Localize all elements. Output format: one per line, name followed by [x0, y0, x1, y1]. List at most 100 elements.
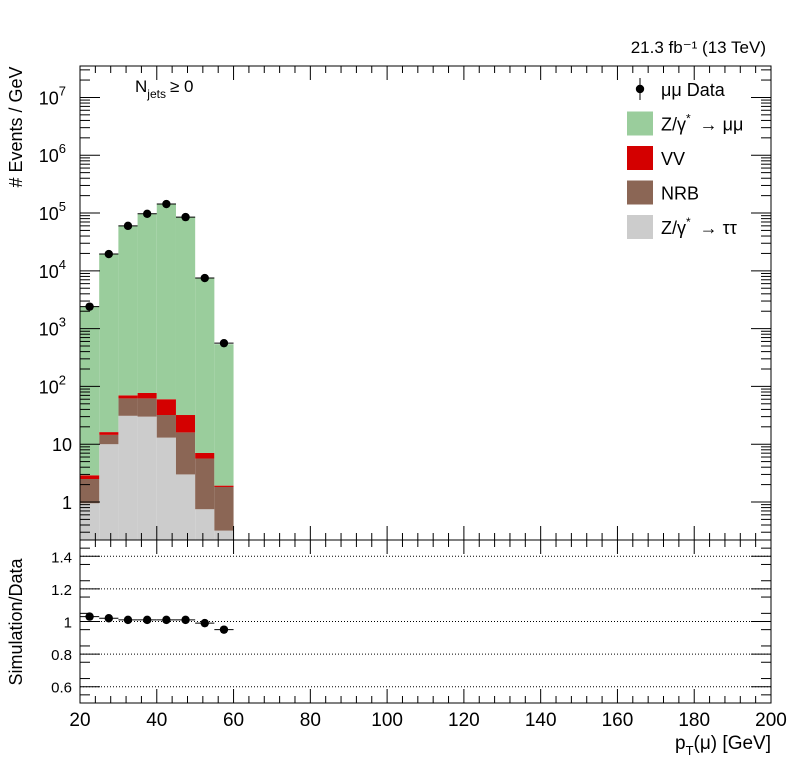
x-tick-label-4: 100 — [371, 710, 403, 731]
legend-data-marker — [635, 84, 645, 94]
legend-label-main-1: VV — [661, 149, 685, 169]
legend-label-main-2: NRB — [661, 184, 699, 204]
legend-label-main-0: Z/γ — [661, 115, 686, 135]
legend-label-3: Z/γ* → ττ — [661, 215, 737, 238]
y-tick-label-2: 102 — [39, 372, 66, 397]
x-tick-label-5: 120 — [448, 710, 480, 731]
x-tick-label-0: 20 — [69, 710, 90, 731]
ratio-y-tick-label-1: 0.8 — [51, 647, 72, 664]
stack-bar-0-bin-7 — [214, 530, 234, 540]
x-tick-label-9: 200 — [755, 710, 787, 731]
x-tick-label-6: 140 — [525, 710, 557, 731]
y-tick-label-base-5: 10 — [39, 204, 59, 224]
y-axis-title: # Events / GeV — [6, 66, 26, 187]
x-tick-label-7: 160 — [602, 710, 634, 731]
x-tick-label-2: 60 — [223, 710, 244, 731]
stack-bar-3-bin-3 — [137, 214, 157, 393]
legend-label-rest-0: → μμ — [695, 115, 744, 135]
legend-label-rest-3: → ττ — [695, 218, 737, 238]
y-tick-label-base-3: 10 — [39, 320, 59, 340]
stack-bar-2-bin-2 — [118, 395, 138, 399]
x-axis-title-rest: (μ) [GeV] — [694, 733, 771, 754]
ratio-point-3 — [142, 615, 152, 625]
y-tick-label-5: 105 — [39, 199, 66, 224]
legend-swatch-0 — [627, 111, 653, 136]
y-tick-label-base-0: 1 — [62, 493, 72, 513]
y-tick-label-exp-3: 3 — [59, 315, 66, 330]
njets-annotation-main: N — [135, 77, 147, 96]
stack-bar-1-bin-6 — [195, 458, 215, 510]
stack-bar-0-bin-3 — [137, 416, 157, 540]
y-tick-label-base-4: 10 — [39, 262, 59, 282]
stack-bar-2-bin-1 — [99, 432, 119, 435]
stack-bar-1-bin-4 — [156, 415, 176, 438]
y-tick-label-exp-2: 2 — [59, 372, 66, 387]
stack-bar-0-bin-4 — [156, 437, 176, 540]
data-point-5 — [181, 212, 190, 222]
y-tick-label-6: 106 — [39, 141, 66, 166]
legend-label-data: μμ Data — [661, 80, 726, 100]
y-tick-label-4: 104 — [39, 257, 66, 282]
stack-bar-1-bin-3 — [137, 398, 157, 417]
stack-bar-1-bin-2 — [118, 398, 138, 416]
x-tick-label-3: 80 — [300, 710, 321, 731]
njets-annotation-sub: jets — [146, 87, 166, 101]
data-point-3 — [142, 209, 152, 218]
stack-bar-2-bin-3 — [137, 392, 157, 399]
stack-bar-2-bin-6 — [195, 452, 215, 459]
stack-bar-2-bin-0 — [80, 475, 100, 479]
x-tick-label-8: 180 — [678, 710, 710, 731]
ratio-y-tick-label-0: 0.6 — [51, 680, 72, 697]
legend-swatch-3 — [627, 215, 653, 239]
x-axis-title-main: p — [675, 733, 686, 754]
stack-bar-0-bin-6 — [195, 509, 215, 540]
y-tick-label-exp-4: 4 — [59, 257, 66, 272]
y-tick-label-base-1: 10 — [52, 435, 72, 455]
stack-bar-3-bin-2 — [118, 225, 138, 396]
stack-bar-3-bin-4 — [156, 203, 176, 400]
stack-bar-1-bin-1 — [99, 434, 119, 445]
stack-bar-3-bin-6 — [195, 278, 215, 453]
stack-bar-2-bin-5 — [175, 415, 196, 433]
stack-bar-1-bin-5 — [175, 432, 196, 475]
ratio-point-0 — [85, 612, 94, 621]
njets-annotation-rel: ≥ 0 — [170, 77, 194, 96]
ratio-y-axis-title: Simulation/Data — [6, 557, 26, 685]
y-tick-label-0: 1 — [62, 493, 72, 513]
legend-label-sup-0: * — [686, 112, 691, 126]
stack-bar-0-bin-0 — [80, 503, 100, 540]
ratio-point-2 — [123, 615, 133, 625]
x-axis-title: pT(μ) [GeV] — [675, 733, 771, 758]
ratio-y-tick-label-3: 1.2 — [51, 582, 72, 599]
ratio-plot-frame — [79, 539, 772, 704]
stack-bar-2-bin-4 — [156, 399, 176, 416]
stack-bar-3-bin-7 — [214, 344, 234, 486]
data-point-1 — [104, 249, 113, 259]
y-tick-label-base-6: 10 — [39, 146, 59, 166]
ratio-point-5 — [181, 615, 190, 625]
data-point-4 — [162, 199, 171, 209]
stack-bar-3-bin-5 — [175, 216, 196, 416]
legend-label-sup-3: * — [686, 215, 691, 229]
stack-bar-0-bin-1 — [99, 444, 119, 540]
ratio-y-tick-label-4: 1.4 — [51, 549, 72, 566]
ratio-y-tick-label-2: 1 — [64, 615, 72, 632]
y-tick-label-1: 10 — [52, 435, 72, 455]
ratio-point-4 — [162, 615, 171, 625]
legend-swatch-2 — [627, 180, 653, 205]
legend-swatch-1 — [627, 146, 653, 170]
y-tick-label-exp-6: 6 — [59, 141, 66, 156]
x-tick-label-1: 40 — [146, 710, 167, 731]
legend-label-0: Z/γ* → μμ — [661, 112, 743, 135]
y-tick-label-base-7: 10 — [39, 88, 59, 108]
stack-bar-1-bin-0 — [80, 478, 100, 504]
legend-label-main-3: Z/γ — [661, 218, 686, 238]
legend-label-1: VV — [661, 149, 685, 169]
legend-label-2: NRB — [661, 184, 699, 204]
lumi-label: 21.3 fb⁻¹ (13 TeV) — [631, 38, 766, 57]
y-tick-label-exp-5: 5 — [59, 199, 66, 214]
stack-bar-0-bin-2 — [118, 415, 138, 540]
